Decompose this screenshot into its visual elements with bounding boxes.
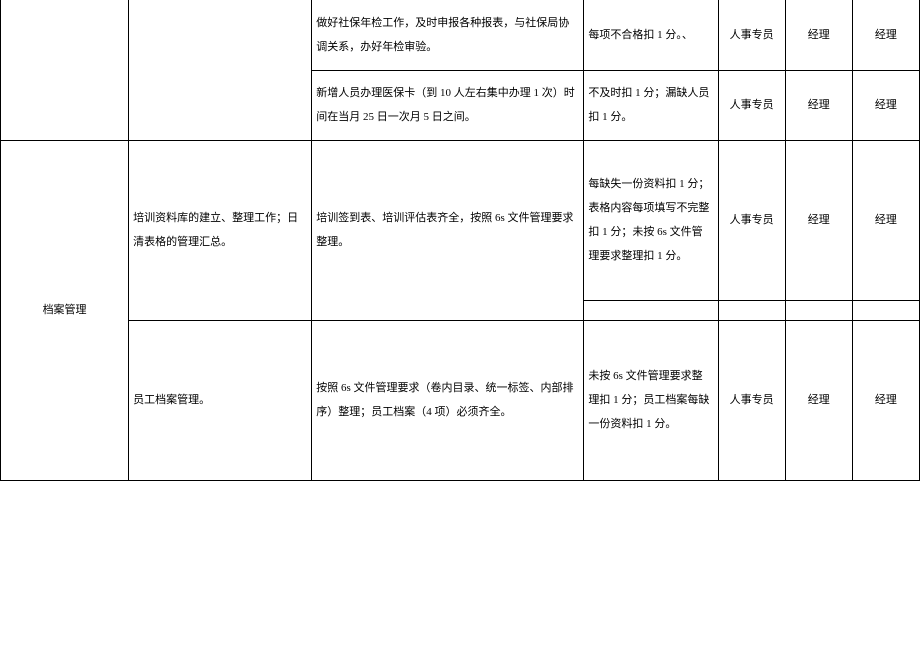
cell-role3: 经理: [852, 320, 919, 480]
cell-role1: 人事专员: [718, 0, 785, 70]
cell-role3: 经理: [852, 70, 919, 140]
cell-empty: [584, 300, 718, 320]
table-row: 员工档案管理。 按照 6s 文件管理要求（卷内目录、统一标签、内部排序）整理；员…: [1, 320, 920, 480]
cell-requirement: 培训签到表、培训评估表齐全，按照 6s 文件管理要求整理。: [312, 140, 584, 320]
cell-role2: 经理: [785, 140, 852, 300]
table-row: 档案管理 培训资料库的建立、整理工作；日清表格的管理汇总。 培训签到表、培训评估…: [1, 140, 920, 300]
table-row: 做好社保年检工作，及时申报各种报表，与社保局协调关系，办好年检审验。 每项不合格…: [1, 0, 920, 70]
cell-requirement: 按照 6s 文件管理要求（卷内目录、统一标签、内部排序）整理；员工档案（4 项）…: [312, 320, 584, 480]
cell-role2: 经理: [785, 0, 852, 70]
cell-criteria: 未按 6s 文件管理要求整理扣 1 分；员工档案每缺一份资料扣 1 分。: [584, 320, 718, 480]
cell-role1: 人事专员: [718, 140, 785, 300]
cell-criteria: 不及时扣 1 分；漏缺人员扣 1 分。: [584, 70, 718, 140]
cell-requirement: 做好社保年检工作，及时申报各种报表，与社保局协调关系，办好年检审验。: [312, 0, 584, 70]
cell-role1: 人事专员: [718, 70, 785, 140]
cell-criteria: 每项不合格扣 1 分。、: [584, 0, 718, 70]
cell-requirement: 新增人员办理医保卡（到 10 人左右集中办理 1 次）时间在当月 25 日一次月…: [312, 70, 584, 140]
cell-category: [1, 0, 129, 140]
cell-role3: 经理: [852, 0, 919, 70]
cell-task: 员工档案管理。: [129, 320, 312, 480]
cell-role2: 经理: [785, 320, 852, 480]
cell-role1: 人事专员: [718, 320, 785, 480]
cell-role2: 经理: [785, 70, 852, 140]
cell-role3: 经理: [852, 140, 919, 300]
assessment-table: 做好社保年检工作，及时申报各种报表，与社保局协调关系，办好年检审验。 每项不合格…: [0, 0, 920, 481]
cell-criteria: 每缺失一份资料扣 1 分；表格内容每项填写不完整扣 1 分；未按 6s 文件管理…: [584, 140, 718, 300]
cell-empty: [852, 300, 919, 320]
cell-task: [129, 0, 312, 140]
cell-empty: [718, 300, 785, 320]
cell-empty: [785, 300, 852, 320]
table-container: 做好社保年检工作，及时申报各种报表，与社保局协调关系，办好年检审验。 每项不合格…: [0, 0, 920, 481]
cell-task: 培训资料库的建立、整理工作；日清表格的管理汇总。: [129, 140, 312, 320]
cell-category: 档案管理: [1, 140, 129, 480]
